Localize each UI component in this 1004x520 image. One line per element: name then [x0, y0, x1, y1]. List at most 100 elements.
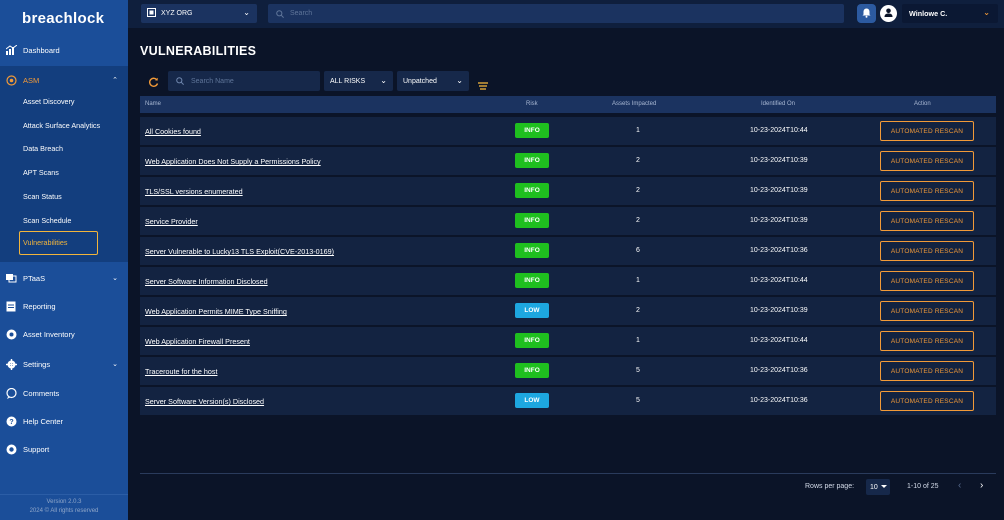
column-header-risk[interactable]: Risk	[526, 101, 538, 107]
risk-badge: LOW	[515, 303, 549, 318]
previous-page-button[interactable]: ‹	[958, 480, 962, 491]
target-icon	[5, 74, 17, 86]
sidebar-item-settings[interactable]: Settings ⌄	[0, 354, 128, 374]
avatar[interactable]	[880, 5, 897, 22]
table-row: All Cookies found INFO 1 10-23-2024T10:4…	[140, 117, 996, 145]
automated-rescan-button[interactable]: AUTOMATED RESCAN	[880, 121, 974, 141]
sidebar-item-asm[interactable]: ASM ⌃	[0, 70, 128, 90]
search-placeholder: Search	[290, 10, 313, 17]
rows-per-page-select[interactable]: 10	[866, 479, 890, 495]
sidebar-item-label: Dashboard	[23, 45, 60, 55]
sidebar-item-comments[interactable]: Comments	[0, 383, 128, 403]
chevron-down-icon: ⌄	[243, 8, 250, 17]
copyright-text: 2024 © All rights reserved	[29, 508, 99, 514]
vulnerability-name-link[interactable]: Server Software Version(s) Disclosed	[145, 397, 265, 406]
assets-count: 2	[636, 307, 640, 314]
user-name: Winlowe C.	[909, 9, 948, 18]
sidebar-item-scan-status[interactable]: Scan Status	[23, 191, 62, 201]
vulnerability-name-link[interactable]: Web Application Firewall Present	[145, 337, 250, 346]
sidebar-item-label: Help Center	[23, 416, 64, 426]
chevron-up-icon[interactable]: ⌃	[112, 77, 118, 84]
help-icon: ?	[5, 415, 17, 427]
comment-icon	[5, 387, 17, 399]
automated-rescan-button[interactable]: AUTOMATED RESCAN	[880, 271, 974, 291]
table-row: Web Application Does Not Supply a Permis…	[140, 147, 996, 175]
sidebar-item-attack-surface-analytics[interactable]: Attack Surface Analytics	[23, 120, 101, 130]
identified-date: 10-23-2024T10:44	[750, 127, 808, 134]
sidebar-item-reporting[interactable]: Reporting	[0, 296, 128, 316]
divider	[0, 494, 128, 495]
vulnerability-name-link[interactable]: Server Software Information Disclosed	[145, 277, 268, 286]
org-selector[interactable]: XYZ ORG ⌄	[141, 4, 257, 23]
column-header-name[interactable]: Name	[145, 101, 162, 107]
vulnerability-name-link[interactable]: Web Application Does Not Supply a Permis…	[145, 157, 321, 166]
search-input[interactable]: Search Name	[168, 71, 320, 91]
rows-per-page-label: Rows per page:	[805, 483, 855, 490]
identified-date: 10-23-2024T10:36	[750, 367, 808, 374]
chevron-down-icon: ⌄	[380, 76, 387, 85]
chevron-down-icon: ⌄	[983, 8, 990, 17]
table-row: Server Software Version(s) Disclosed LOW…	[140, 387, 996, 415]
sidebar: breachl o ck Dashboard ASM ⌃ Asset Discove…	[0, 0, 128, 520]
column-header-identified[interactable]: Identified On	[761, 101, 796, 107]
sidebar-item-label: Reporting	[23, 301, 56, 311]
risk-badge: INFO	[515, 183, 549, 198]
automated-rescan-button[interactable]: AUTOMATED RESCAN	[880, 241, 974, 261]
vulnerability-name-link[interactable]: Server Vulnerable to Lucky13 TLS Exploit…	[145, 247, 334, 256]
identified-date: 10-23-2024T10:36	[750, 397, 808, 404]
version-info: Version 2.0.3 2024 © All rights reserved	[0, 498, 128, 516]
sidebar-item-data-breach[interactable]: Data Breach	[23, 143, 63, 153]
table-row: Web Application Firewall Present INFO 1 …	[140, 327, 996, 355]
global-search-input[interactable]: Search	[268, 4, 844, 23]
automated-rescan-button[interactable]: AUTOMATED RESCAN	[880, 181, 974, 201]
vulnerability-name-link[interactable]: Service Provider	[145, 217, 198, 226]
page-title: VULNERABILITIES	[140, 44, 257, 58]
automated-rescan-button[interactable]: AUTOMATED RESCAN	[880, 391, 974, 411]
sidebar-item-asset-discovery[interactable]: Asset Discovery	[23, 96, 75, 106]
assets-count: 2	[636, 217, 640, 224]
user-menu[interactable]: Winlowe C. ⌄	[902, 4, 998, 23]
vulnerability-name-link[interactable]: Traceroute for the host	[145, 367, 218, 376]
sidebar-item-asset-inventory[interactable]: Asset Inventory	[0, 324, 128, 344]
vulnerability-name-link[interactable]: Web Application Permits MIME Type Sniffi…	[145, 307, 287, 316]
sidebar-item-label: Comments	[23, 388, 60, 398]
column-header-assets[interactable]: Assets Impacted	[612, 101, 657, 107]
identified-date: 10-23-2024T10:39	[750, 217, 808, 224]
risk-badge: INFO	[515, 213, 549, 228]
assets-count: 1	[636, 337, 640, 344]
brand-logo[interactable]: breachl o ck	[22, 9, 105, 27]
sidebar-item-label: PTaaS	[23, 273, 46, 283]
sidebar-item-ptaas[interactable]: PTaaS ⌄	[0, 268, 128, 288]
sidebar-item-help-center[interactable]: ? Help Center	[0, 411, 128, 431]
assets-count: 5	[636, 397, 640, 404]
top-bar: XYZ ORG ⌄ Search Winlowe C. ⌄	[128, 0, 1004, 28]
org-name: XYZ ORG	[161, 10, 193, 17]
identified-date: 10-23-2024T10:36	[750, 247, 808, 254]
automated-rescan-button[interactable]: AUTOMATED RESCAN	[880, 301, 974, 321]
assets-count: 5	[636, 367, 640, 374]
automated-rescan-button[interactable]: AUTOMATED RESCAN	[880, 211, 974, 231]
filter-button[interactable]	[478, 77, 488, 90]
table-row: TLS/SSL versions enumerated INFO 2 10-23…	[140, 177, 996, 205]
chevron-down-icon[interactable]: ⌄	[112, 275, 118, 282]
notifications-button[interactable]	[857, 4, 876, 23]
org-icon	[147, 8, 156, 19]
table-row: Traceroute for the host INFO 5 10-23-202…	[140, 357, 996, 385]
vulnerability-name-link[interactable]: All Cookies found	[145, 127, 201, 136]
chevron-down-icon[interactable]: ⌄	[112, 361, 118, 368]
sidebar-item-dashboard[interactable]: Dashboard	[0, 40, 128, 60]
vulnerability-name-link[interactable]: TLS/SSL versions enumerated	[145, 187, 243, 196]
sidebar-item-support[interactable]: Support	[0, 439, 128, 459]
sidebar-item-apt-scans[interactable]: APT Scans	[23, 167, 59, 177]
refresh-button[interactable]	[148, 75, 159, 87]
automated-rescan-button[interactable]: AUTOMATED RESCAN	[880, 361, 974, 381]
next-page-button[interactable]: ›	[980, 480, 984, 491]
sidebar-item-vulnerabilities[interactable]: Vulnerabilities	[19, 231, 98, 255]
caret-down-icon	[881, 485, 887, 488]
risk-filter-select[interactable]: ALL RISKS ⌄	[324, 71, 393, 91]
automated-rescan-button[interactable]: AUTOMATED RESCAN	[880, 151, 974, 171]
sidebar-item-scan-schedule[interactable]: Scan Schedule	[23, 215, 72, 225]
automated-rescan-button[interactable]: AUTOMATED RESCAN	[880, 331, 974, 351]
support-icon	[5, 443, 17, 455]
status-filter-select[interactable]: Unpatched ⌄	[397, 71, 469, 91]
